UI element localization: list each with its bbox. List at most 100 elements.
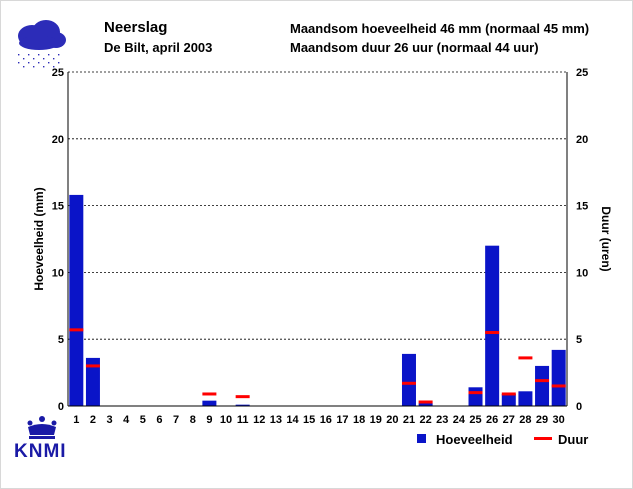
amount-bars — [69, 194, 566, 406]
crown-base — [29, 436, 55, 439]
duration-marker — [202, 392, 217, 396]
crown-icon — [27, 416, 57, 439]
y2-tick-label: 15 — [576, 201, 588, 213]
duration-marker — [69, 328, 84, 332]
rain-drop — [38, 54, 40, 56]
amount-bar — [535, 365, 550, 406]
amount-bar — [69, 194, 84, 406]
x-tick-label: 28 — [519, 414, 531, 426]
x-tick-label: 15 — [303, 414, 315, 426]
amount-bar — [468, 387, 483, 406]
x-tick-label: 19 — [370, 414, 382, 426]
duration-marker — [485, 331, 500, 335]
rain-drop — [58, 54, 60, 56]
monthly-duration-summary: Maandsom duur 26 uur (normaal 44 uur) — [290, 40, 539, 55]
legend-swatch-amount — [417, 434, 426, 443]
x-tick-label: 22 — [419, 414, 431, 426]
x-tick-label: 6 — [156, 414, 162, 426]
legend-swatch-duration — [534, 437, 552, 440]
x-tick-label: 1 — [73, 414, 79, 426]
rain-drop — [43, 66, 45, 68]
x-tick-label: 30 — [553, 414, 565, 426]
y-tick-label: 5 — [58, 334, 64, 346]
rain-drop — [28, 62, 30, 64]
chart-title: Neerslag — [104, 19, 168, 36]
y-tick-label: 15 — [52, 201, 64, 213]
x-tick-label: 11 — [237, 414, 249, 426]
x-tick-label: 9 — [206, 414, 212, 426]
monthly-amount-summary: Maandsom hoeveelheid 46 mm (normaal 45 m… — [290, 21, 589, 36]
amount-label: Maandsom hoeveelheid — [290, 21, 437, 36]
rain-drop — [28, 54, 30, 56]
duration-marker — [501, 392, 516, 396]
x-tick-label: 4 — [123, 414, 130, 426]
duration-marker — [535, 379, 550, 383]
rain-drop — [33, 58, 35, 60]
duration-marker — [418, 400, 433, 404]
y-axis-label: Hoeveelheid (mm) — [32, 187, 46, 290]
x-tick-label: 3 — [107, 414, 113, 426]
duration-value: 26 uur — [394, 40, 434, 55]
x-tick-label: 27 — [503, 414, 515, 426]
amount-bar — [551, 349, 566, 406]
x-tick-label: 7 — [173, 414, 179, 426]
x-tick-label: 21 — [403, 414, 415, 426]
y2-tick-label: 10 — [576, 267, 588, 279]
rain-drop — [18, 54, 20, 56]
rain-drop — [18, 62, 20, 64]
duration-marker — [468, 391, 483, 395]
duration-normal: (normaal 44 uur) — [436, 40, 539, 55]
x-tick-label: 10 — [220, 414, 232, 426]
amount-value: 46 mm — [440, 21, 482, 36]
x-tick-label: 25 — [469, 414, 481, 426]
rain-cloud-icon — [18, 20, 66, 68]
y2-tick-label: 5 — [576, 334, 582, 346]
crown-jewel — [39, 416, 45, 422]
amount-bar — [202, 400, 217, 406]
x-tick-label: 26 — [486, 414, 498, 426]
legend-label-duration: Duur — [558, 432, 588, 447]
duration-markers — [69, 328, 566, 404]
duration-label: Maandsom duur — [290, 40, 391, 55]
y2-tick-label: 25 — [576, 67, 588, 79]
rain-drop — [23, 66, 25, 68]
amount-bar — [85, 357, 100, 406]
x-tick-label: 17 — [336, 414, 348, 426]
axes — [67, 72, 568, 407]
y-tick-label: 20 — [52, 134, 64, 146]
crown-body — [28, 424, 56, 435]
x-tick-label: 8 — [190, 414, 196, 426]
x-tick-label: 5 — [140, 414, 146, 426]
y-tick-label: 25 — [52, 67, 64, 79]
rain-drop — [38, 62, 40, 64]
y2-tick-label: 0 — [576, 401, 582, 413]
x-tick-label: 13 — [270, 414, 282, 426]
crown-jewel — [51, 420, 57, 426]
amount-bar — [235, 404, 250, 406]
rain-drop — [53, 58, 55, 60]
x-tick-label: 14 — [286, 414, 299, 426]
rain-drop — [48, 54, 50, 56]
rain-drop — [58, 62, 60, 64]
cloud-shape — [19, 36, 59, 50]
chart-subtitle: De Bilt, april 2003 — [104, 40, 213, 55]
crown-jewel — [27, 420, 33, 426]
rain-drop — [48, 62, 50, 64]
x-tick-label: 29 — [536, 414, 548, 426]
amount-bar — [401, 353, 416, 406]
x-tick-label: 16 — [320, 414, 332, 426]
duration-marker — [518, 356, 533, 360]
duration-marker — [551, 384, 566, 388]
knmi-logo-text: KNMI — [14, 441, 67, 462]
x-tick-label: 24 — [453, 414, 466, 426]
rain-drop — [23, 58, 25, 60]
grid — [68, 71, 567, 340]
x-tick-label: 23 — [436, 414, 448, 426]
x-tick-label: 18 — [353, 414, 365, 426]
duration-marker — [85, 364, 100, 368]
x-tick-label: 2 — [90, 414, 96, 426]
rain-drop — [53, 66, 55, 68]
x-tick-label: 20 — [386, 414, 398, 426]
